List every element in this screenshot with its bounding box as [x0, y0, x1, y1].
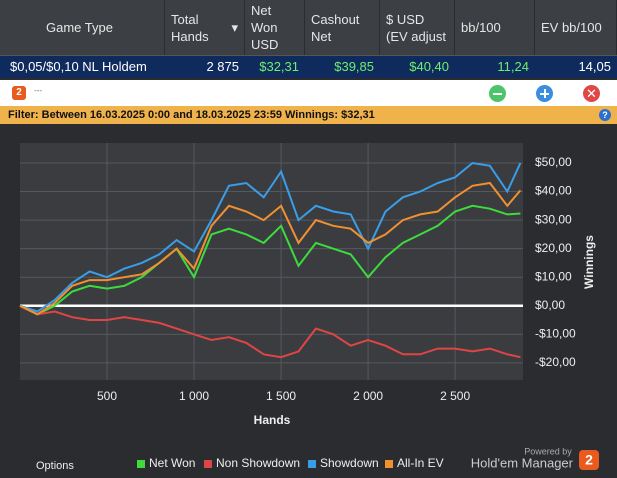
y-tick-label: $30,00: [535, 212, 572, 226]
column-header[interactable]: bb/100: [455, 0, 535, 55]
x-tick-label: 500: [97, 389, 117, 403]
table-cell: $32,31: [259, 59, 299, 74]
column-header-text: $ USD (EV adjust: [386, 11, 446, 44]
powered-by: Powered by: [524, 446, 572, 456]
x-tick-label: 2 000: [353, 389, 383, 403]
column-header-text: EV bb/100: [541, 20, 602, 35]
minimize-button[interactable]: [489, 85, 506, 102]
column-header[interactable]: Net Won USD: [245, 0, 305, 55]
legend-label: All-In EV: [397, 456, 444, 470]
brand-logo: [579, 450, 599, 470]
series-line: [19, 181, 522, 316]
column-header[interactable]: $ USD (EV adjust: [380, 0, 455, 55]
y-tick-label: -$10,00: [535, 326, 576, 340]
series-line: [19, 161, 522, 313]
legend-label: Net Won: [149, 456, 195, 470]
table-cell: $39,85: [334, 59, 374, 74]
y-tick-label: -$20,00: [535, 355, 576, 369]
window-logo: 2: [12, 86, 26, 100]
y-tick-label: $50,00: [535, 155, 572, 169]
table-cell: 2 875: [206, 59, 239, 74]
window-title: ---: [34, 86, 42, 95]
filter-label: Filter:: [8, 109, 39, 121]
column-header[interactable]: Game Type: [0, 0, 165, 55]
column-header[interactable]: EV bb/100: [535, 0, 617, 55]
legend-swatch: [204, 460, 212, 468]
column-header-text: Cashout Net: [311, 11, 360, 44]
legend-swatch: [308, 460, 316, 468]
x-tick-label: 1 500: [266, 389, 296, 403]
brand-logo-text: 2: [585, 452, 593, 468]
table-cell: $40,40: [409, 59, 449, 74]
plot-area: [20, 143, 523, 380]
legend-label: Non Showdown: [216, 456, 300, 470]
y-tick-label: $20,00: [535, 241, 572, 255]
x-tick-label: 2 500: [440, 389, 470, 403]
table-cell: 14,05: [578, 59, 611, 74]
legend-swatch: [385, 460, 393, 468]
column-header[interactable]: Cashout Net: [305, 0, 380, 55]
series-line: [19, 204, 521, 316]
options-button[interactable]: Options: [36, 460, 74, 472]
filter-text: Between 16.03.2025 0:00 and 18.03.2025 2…: [41, 109, 375, 121]
y-tick-label: $40,00: [535, 184, 572, 198]
brand-name: Hold'em Manager: [471, 455, 574, 470]
table-header: Game Type Total Hands ▾ Net Won USD Cashout …: [0, 0, 617, 56]
legend-label: Showdown: [320, 456, 379, 470]
column-header-text: Game Type: [46, 20, 113, 35]
y-axis-label: Winnings: [582, 235, 596, 289]
maximize-button[interactable]: [536, 85, 553, 102]
window-bar: 2 --- ✕: [0, 80, 617, 106]
x-axis-label: Hands: [254, 413, 291, 427]
sort-arrow[interactable]: ▾: [231, 20, 238, 35]
column-header-text: Net Won USD: [251, 3, 279, 52]
y-tick-label: $10,00: [535, 269, 572, 283]
legend-swatch: [137, 460, 145, 468]
table-cell: $0,05/$0,10 NL Holdem: [10, 59, 147, 74]
series-line: [19, 304, 521, 359]
column-header-text: bb/100: [461, 20, 501, 35]
help-icon[interactable]: ?: [599, 109, 611, 121]
y-tick-label: $0,00: [535, 298, 565, 312]
column-header[interactable]: Total Hands ▾: [165, 0, 245, 55]
table-row[interactable]: $0,05/$0,10 NL Holdem 2 875 $32,31 $39,85 $4…: [0, 56, 617, 78]
close-button[interactable]: ✕: [583, 85, 600, 102]
filter-bar: Filter: Between 16.03.2025 0:00 and 18.0…: [0, 106, 617, 124]
table-cell: 11,24: [497, 59, 529, 74]
column-header-text: Total Hands: [171, 11, 209, 44]
x-tick-label: 1 000: [179, 389, 209, 403]
